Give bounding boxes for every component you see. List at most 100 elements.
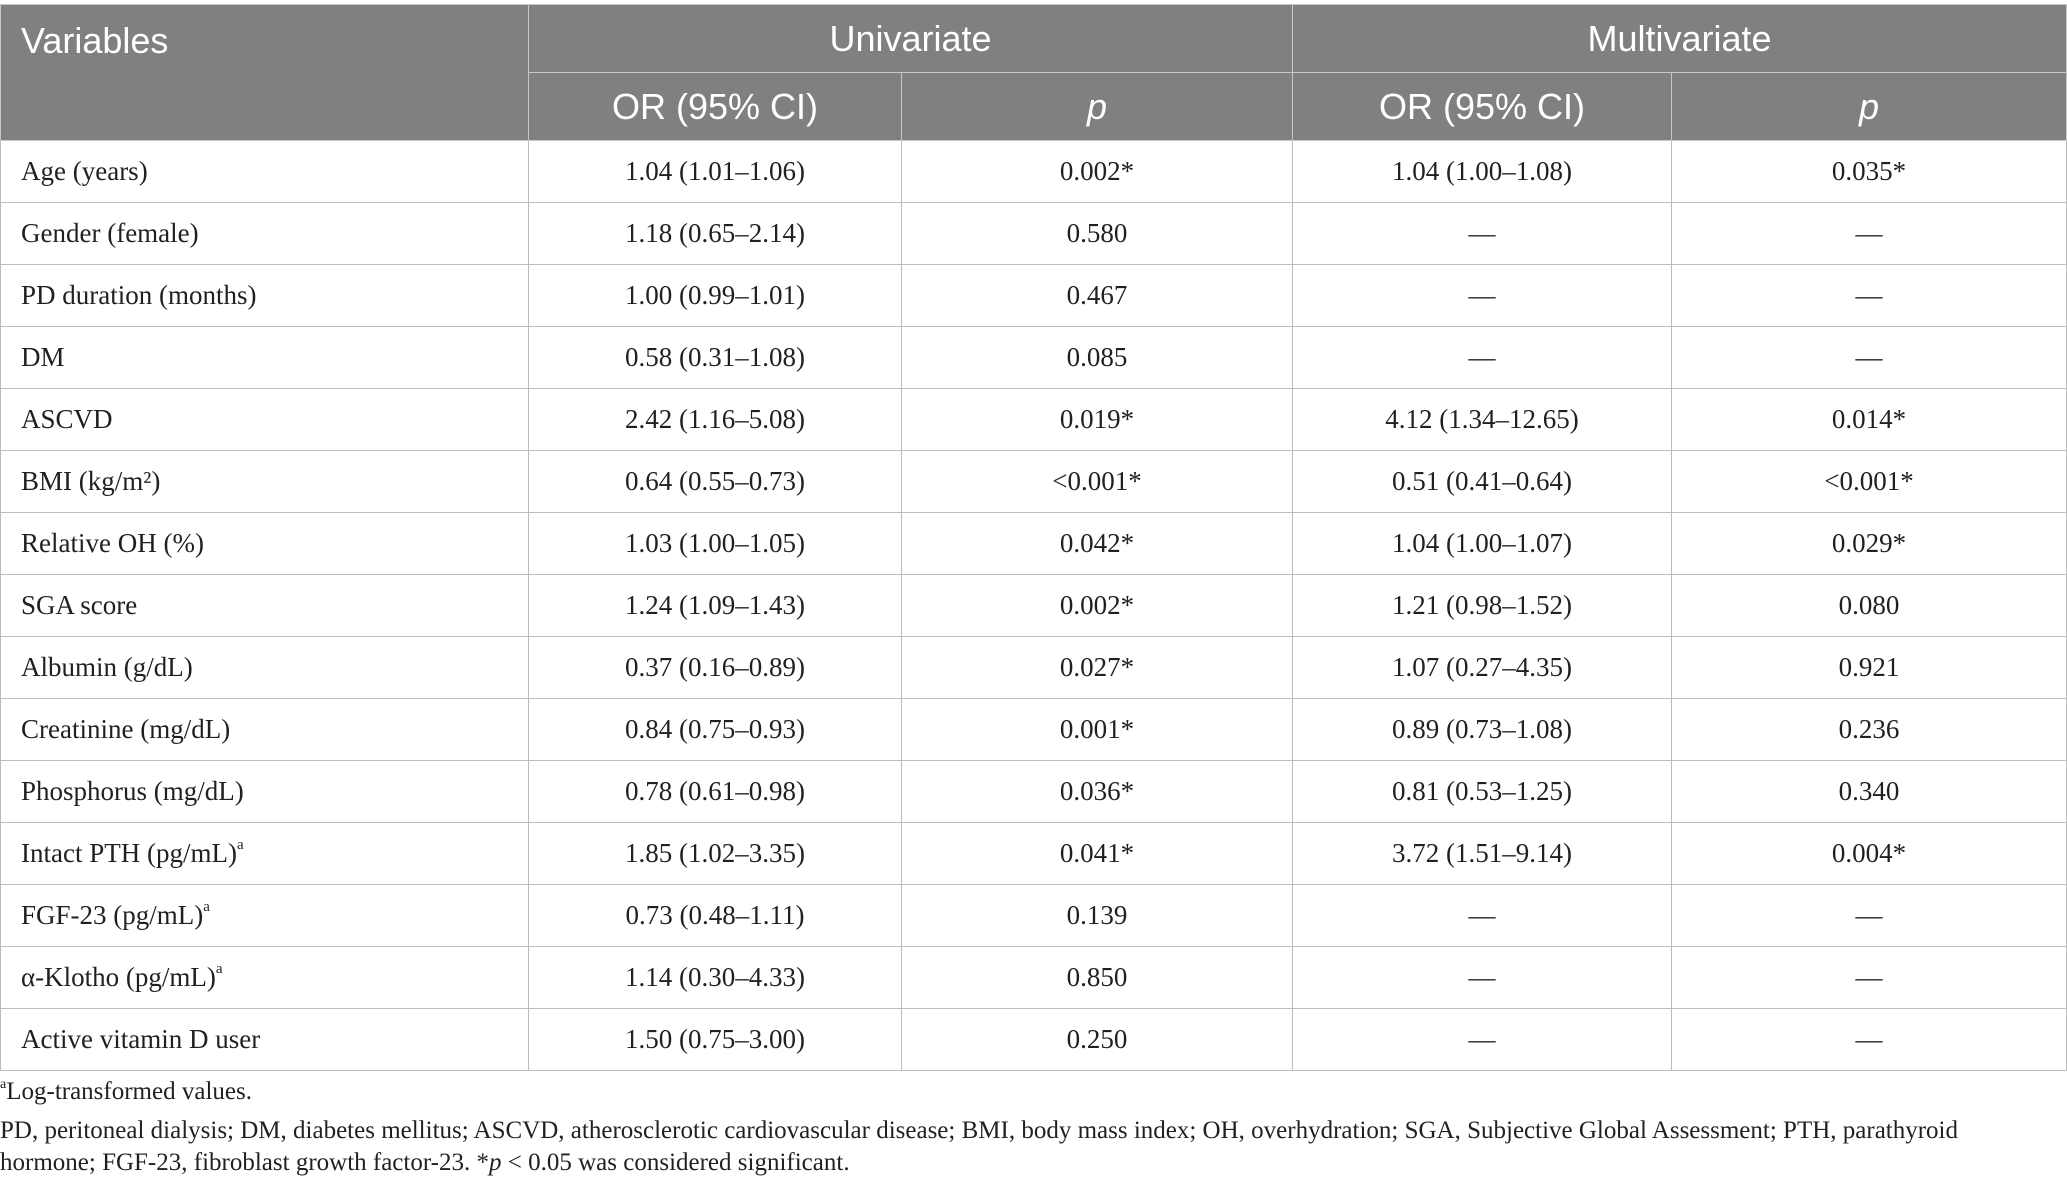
header-or-ci-univariate: OR (95% CI) <box>528 72 902 141</box>
cell-variable: Relative OH (%) <box>0 512 529 575</box>
cell-variable: Creatinine (mg/dL) <box>0 698 529 761</box>
table-row: Creatinine (mg/dL) 0.84 (0.75–0.93) 0.001*… <box>0 698 2067 761</box>
variable-name: ASCVD <box>21 404 113 434</box>
cell-multivariate-p: 0.340 <box>1671 760 2067 823</box>
cell-univariate-or: 1.03 (1.00–1.05) <box>528 512 902 575</box>
cell-multivariate-p: 0.236 <box>1671 698 2067 761</box>
table-container: Variables Univariate Multivariate OR (95… <box>0 4 2067 1071</box>
cell-multivariate-p: 0.029* <box>1671 512 2067 575</box>
table-row: Active vitamin D user 1.50 (0.75–3.00) 0.2… <box>0 1008 2067 1071</box>
cell-variable: Age (years) <box>0 140 529 203</box>
cell-variable: BMI (kg/m²) <box>0 450 529 513</box>
table-row: Relative OH (%) 1.03 (1.00–1.05) 0.042* 1.0… <box>0 512 2067 575</box>
cell-univariate-p: 0.580 <box>900 202 1294 265</box>
table-row: Albumin (g/dL) 0.37 (0.16–0.89) 0.027* 1.07… <box>0 636 2067 699</box>
cell-univariate-or: 0.73 (0.48–1.11) <box>528 884 902 947</box>
variable-name: Age (years) <box>21 156 148 186</box>
header-p-univariate: p <box>900 72 1294 141</box>
cell-univariate-or: 0.84 (0.75–0.93) <box>528 698 902 761</box>
cell-univariate-p: 0.139 <box>900 884 1294 947</box>
cell-multivariate-p: — <box>1671 326 2067 389</box>
cell-multivariate-or: — <box>1292 264 1673 327</box>
cell-univariate-or: 1.50 (0.75–3.00) <box>528 1008 902 1071</box>
footnote-a: aLog-transformed values. <box>0 1076 2060 1109</box>
table-body: Age (years) 1.04 (1.01–1.06) 0.002* 1.04 (1… <box>0 140 2067 1071</box>
cell-variable: Albumin (g/dL) <box>0 636 529 699</box>
cell-variable: Intact PTH (pg/mL)a <box>0 822 529 885</box>
regression-table: Variables Univariate Multivariate OR (95… <box>0 4 2067 1071</box>
cell-multivariate-or: 1.21 (0.98–1.52) <box>1292 574 1673 637</box>
variable-name: DM <box>21 342 65 372</box>
table-footnotes: aLog-transformed values. PD, peritoneal … <box>0 1076 2060 1186</box>
variable-name: Albumin (g/dL) <box>21 652 193 682</box>
cell-multivariate-p: — <box>1671 202 2067 265</box>
cell-multivariate-or: — <box>1292 326 1673 389</box>
cell-variable: ASCVD <box>0 388 529 451</box>
cell-multivariate-or: — <box>1292 1008 1673 1071</box>
cell-multivariate-or: 0.51 (0.41–0.64) <box>1292 450 1673 513</box>
footnote-a-text: Log-transformed values. <box>6 1078 252 1105</box>
header-univariate: Univariate <box>527 4 1294 73</box>
table-row: PD duration (months) 1.00 (0.99–1.01) 0.46… <box>0 264 2067 327</box>
header-row-groups: Variables Univariate Multivariate <box>0 4 2067 141</box>
cell-univariate-p: 0.250 <box>900 1008 1294 1071</box>
cell-multivariate-or: 3.72 (1.51–9.14) <box>1292 822 1673 885</box>
table-row: Age (years) 1.04 (1.01–1.06) 0.002* 1.04 (1… <box>0 140 2067 203</box>
cell-univariate-or: 0.64 (0.55–0.73) <box>528 450 902 513</box>
cell-multivariate-or: 1.04 (1.00–1.08) <box>1292 140 1673 203</box>
cell-univariate-p: 0.002* <box>900 574 1294 637</box>
cell-variable: Phosphorus (mg/dL) <box>0 760 529 823</box>
cell-variable: Active vitamin D user <box>0 1008 529 1071</box>
cell-multivariate-or: 0.89 (0.73–1.08) <box>1292 698 1673 761</box>
header-variables: Variables <box>0 4 529 141</box>
cell-multivariate-p: 0.035* <box>1671 140 2067 203</box>
cell-multivariate-p: — <box>1671 264 2067 327</box>
variable-name: Creatinine (mg/dL) <box>21 714 231 744</box>
cell-univariate-or: 1.00 (0.99–1.01) <box>528 264 902 327</box>
variable-footnote-marker: a <box>215 961 223 977</box>
header-multivariate: Multivariate <box>1292 4 2067 73</box>
cell-multivariate-or: 0.81 (0.53–1.25) <box>1292 760 1673 823</box>
cell-univariate-p: 0.850 <box>900 946 1294 1009</box>
table-row: BMI (kg/m²) 0.64 (0.55–0.73) <0.001* 0.51 (… <box>0 450 2067 513</box>
cell-univariate-p: 0.085 <box>900 326 1294 389</box>
cell-multivariate-or: — <box>1292 884 1673 947</box>
variable-name: Phosphorus (mg/dL) <box>21 776 244 806</box>
cell-univariate-p: 0.467 <box>900 264 1294 327</box>
variable-name: Intact PTH (pg/mL) <box>21 838 237 868</box>
table-row: Gender (female) 1.18 (0.65–2.14) 0.580— — <box>0 202 2067 265</box>
variable-name: α-Klotho (pg/mL) <box>21 962 216 992</box>
cell-univariate-or: 2.42 (1.16–5.08) <box>528 388 902 451</box>
cell-univariate-p: 0.042* <box>900 512 1294 575</box>
variable-name: BMI (kg/m²) <box>21 466 161 496</box>
cell-univariate-or: 1.24 (1.09–1.43) <box>528 574 902 637</box>
cell-univariate-or: 1.85 (1.02–3.35) <box>528 822 902 885</box>
variable-footnote-marker: a <box>203 899 210 915</box>
cell-multivariate-p: — <box>1671 946 2067 1009</box>
table-row: Phosphorus (mg/dL) 0.78 (0.61–0.98) 0.036*… <box>0 760 2067 823</box>
abbreviations-main: PD, peritoneal dialysis; DM, diabetes me… <box>0 1116 1959 1177</box>
cell-multivariate-p: 0.004* <box>1671 822 2067 885</box>
header-or-ci-multivariate: OR (95% CI) <box>1292 72 1673 141</box>
cell-univariate-p: 0.001* <box>900 698 1294 761</box>
cell-multivariate-p: 0.080 <box>1671 574 2067 637</box>
header-p-multivariate: p <box>1671 72 2067 141</box>
variable-footnote-marker: a <box>236 837 244 853</box>
abbreviations-p: p <box>489 1149 502 1176</box>
cell-variable: Gender (female) <box>0 202 529 265</box>
footnote-abbreviations: PD, peritoneal dialysis; DM, diabetes me… <box>0 1115 2060 1180</box>
cell-multivariate-p: — <box>1671 884 2067 947</box>
table-header: Variables Univariate Multivariate OR (95… <box>0 4 2067 141</box>
variable-name: FGF-23 (pg/mL) <box>21 900 204 930</box>
cell-variable: DM <box>0 326 529 389</box>
table-row: ASCVD 2.42 (1.16–5.08) 0.019* 4.12 (1.34–12… <box>0 388 2067 451</box>
variable-name: Gender (female) <box>21 218 199 248</box>
variable-name: SGA score <box>21 590 138 620</box>
cell-univariate-p: 0.041* <box>900 822 1294 885</box>
cell-multivariate-or: 4.12 (1.34–12.65) <box>1292 388 1673 451</box>
cell-variable: α-Klotho (pg/mL)a <box>0 946 529 1009</box>
cell-univariate-p: 0.027* <box>900 636 1294 699</box>
cell-univariate-or: 1.04 (1.01–1.06) <box>528 140 902 203</box>
cell-multivariate-p: 0.921 <box>1671 636 2067 699</box>
table-row: SGA score 1.24 (1.09–1.43) 0.002* 1.21 (0.9… <box>0 574 2067 637</box>
